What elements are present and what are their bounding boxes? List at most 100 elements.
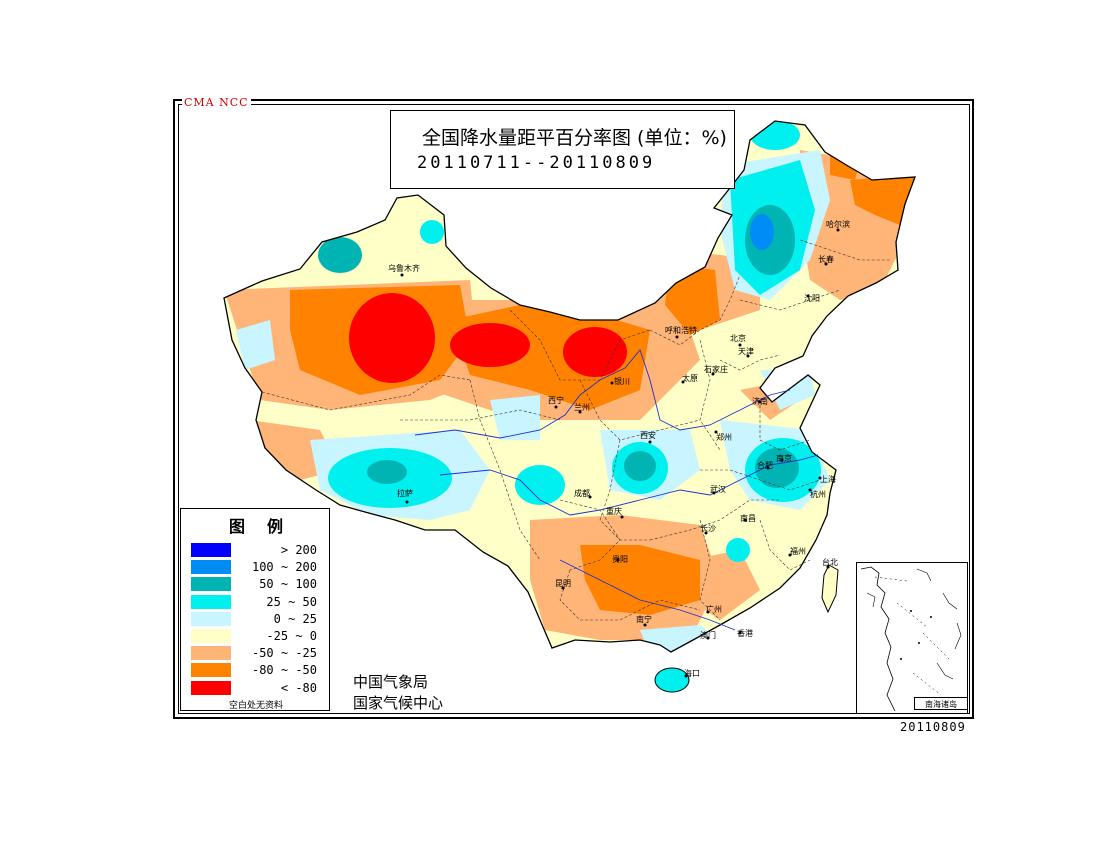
city-shanghai: 上海: [818, 474, 836, 484]
south-china-sea-inset: [856, 562, 968, 714]
city-label: 成都: [574, 488, 590, 498]
inset-label: 南海诸岛: [914, 697, 968, 710]
city-urumqi: 乌鲁木齐: [388, 263, 420, 277]
legend-row: 25 ~ 50: [191, 594, 321, 611]
legend: 图例 > 200 100 ~ 200 50 ~ 100 25 ~ 50 0 ~ 25 -2…: [180, 508, 330, 711]
city-label: 重庆: [606, 506, 622, 516]
province-borders: [261, 239, 890, 621]
city-nanchang: 南昌: [740, 513, 756, 523]
city-zhengzhou: 郑州: [714, 430, 732, 442]
legend-label: > 200: [280, 543, 317, 557]
legend-row: 50 ~ 100: [191, 577, 321, 593]
hainan-island: [654, 667, 690, 693]
city-label: 西安: [640, 430, 656, 440]
city-shenyang: 沈阳: [804, 293, 820, 303]
inset-map: [860, 566, 962, 712]
city-hongkong: 香港: [737, 628, 753, 638]
city-label: 福州: [790, 547, 806, 556]
city-label: 海口: [684, 668, 700, 678]
city-markers: 乌鲁木齐 哈尔滨 长春 沈阳 呼和浩特 北京 天津 石家庄 太原 银川 西宁 兰…: [388, 219, 850, 678]
city-label: 香港: [737, 628, 753, 638]
map-period: 20110711--20110809: [417, 153, 656, 173]
map-title-box: 全国降水量距平百分率图 (单位：%) 20110711--20110809: [390, 110, 735, 189]
legend-swatch: [191, 543, 231, 557]
legend-row: 0 ~ 25: [191, 611, 321, 628]
map-outer-frame: [173, 99, 974, 719]
city-label: 长沙: [700, 523, 716, 533]
city-label: 合肥: [757, 460, 773, 470]
issue-date: 20110809: [900, 720, 966, 734]
city-haikou: 海口: [684, 668, 700, 678]
legend-label: -80 ~ -50: [251, 663, 317, 678]
city-kunming: 昆明: [555, 579, 571, 590]
city-tianjin: 天津: [738, 346, 754, 358]
city-label: 南宁: [636, 614, 652, 624]
city-label: 银川: [614, 376, 630, 386]
legend-label: -25 ~ 0: [266, 629, 317, 643]
city-label: 郑州: [716, 432, 732, 442]
city-guiyang: 贵阳: [612, 554, 628, 564]
legend-label: -50 ~ -25: [251, 646, 317, 661]
city-label: 武汉: [710, 484, 726, 494]
city-label: 澳门: [700, 630, 716, 640]
legend-row: > 200: [191, 543, 321, 559]
agency-name: 中国气象局: [353, 673, 429, 691]
city-changsha: 长沙: [700, 523, 716, 535]
city-fuzhou: 福州: [788, 547, 806, 557]
map-inner-frame: [178, 104, 970, 714]
city-nanjing: 南京: [776, 453, 792, 463]
city-chongqing: 重庆: [606, 506, 624, 519]
city-harbin: 哈尔滨: [826, 219, 850, 232]
legend-label: 0 ~ 25: [273, 611, 317, 626]
legend-label: 100 ~ 200: [251, 560, 317, 575]
city-changchun: 长春: [818, 254, 834, 266]
city-label: 广州: [706, 604, 722, 614]
city-label: 昆明: [555, 579, 571, 588]
city-chengdu: 成都: [574, 488, 592, 499]
legend-row: 100 ~ 200: [191, 560, 321, 576]
city-shijiazhuang: 石家庄: [704, 364, 728, 376]
city-label: 济南: [752, 396, 768, 406]
city-hefei: 合肥: [757, 460, 773, 470]
city-xining: 西宁: [548, 395, 564, 409]
city-guangzhou: 广州: [706, 604, 722, 614]
legend-swatch: [191, 646, 231, 661]
city-label: 沈阳: [804, 293, 820, 303]
legend-swatch: [191, 629, 231, 643]
legend-swatch: [191, 663, 231, 678]
legend-swatch: [191, 577, 231, 592]
source-watermark: CMA NCC: [182, 96, 251, 109]
city-label: 兰州: [574, 402, 590, 412]
city-label: 天津: [738, 346, 754, 356]
city-jinan: 济南: [752, 396, 768, 406]
city-macau: 澳门: [700, 630, 716, 640]
legend-swatch: [191, 680, 231, 695]
city-label: 南昌: [740, 513, 756, 523]
taiwan-island: [821, 564, 839, 614]
city-hohhot: 呼和浩特: [665, 325, 697, 339]
legend-label: 25 ~ 50: [266, 594, 317, 609]
city-label: 台北: [822, 557, 838, 567]
city-label: 西宁: [548, 395, 564, 405]
map-title: 全国降水量距平百分率图 (单位：%): [422, 127, 727, 149]
city-lhasa: 拉萨: [397, 488, 413, 504]
legend-swatch: [191, 594, 231, 609]
city-label: 上海: [820, 474, 836, 484]
legend-note: 空白处无资料: [228, 701, 283, 711]
city-taiyuan: 太原: [681, 373, 698, 384]
city-nanning: 南宁: [636, 614, 652, 627]
city-label: 贵阳: [612, 554, 628, 564]
anomaly-field: [224, 121, 915, 652]
legend-label: 50 ~ 100: [259, 577, 317, 592]
city-label: 长春: [818, 254, 834, 264]
city-lanzhou: 兰州: [574, 402, 590, 414]
city-label: 呼和浩特: [665, 325, 697, 335]
legend-row: < -80: [191, 680, 321, 697]
legend-swatch: [191, 560, 231, 575]
legend-row: -80 ~ -50: [191, 663, 321, 679]
city-beijing: 北京: [730, 333, 746, 347]
city-label: 拉萨: [397, 488, 413, 498]
city-wuhan: 武汉: [710, 484, 726, 495]
